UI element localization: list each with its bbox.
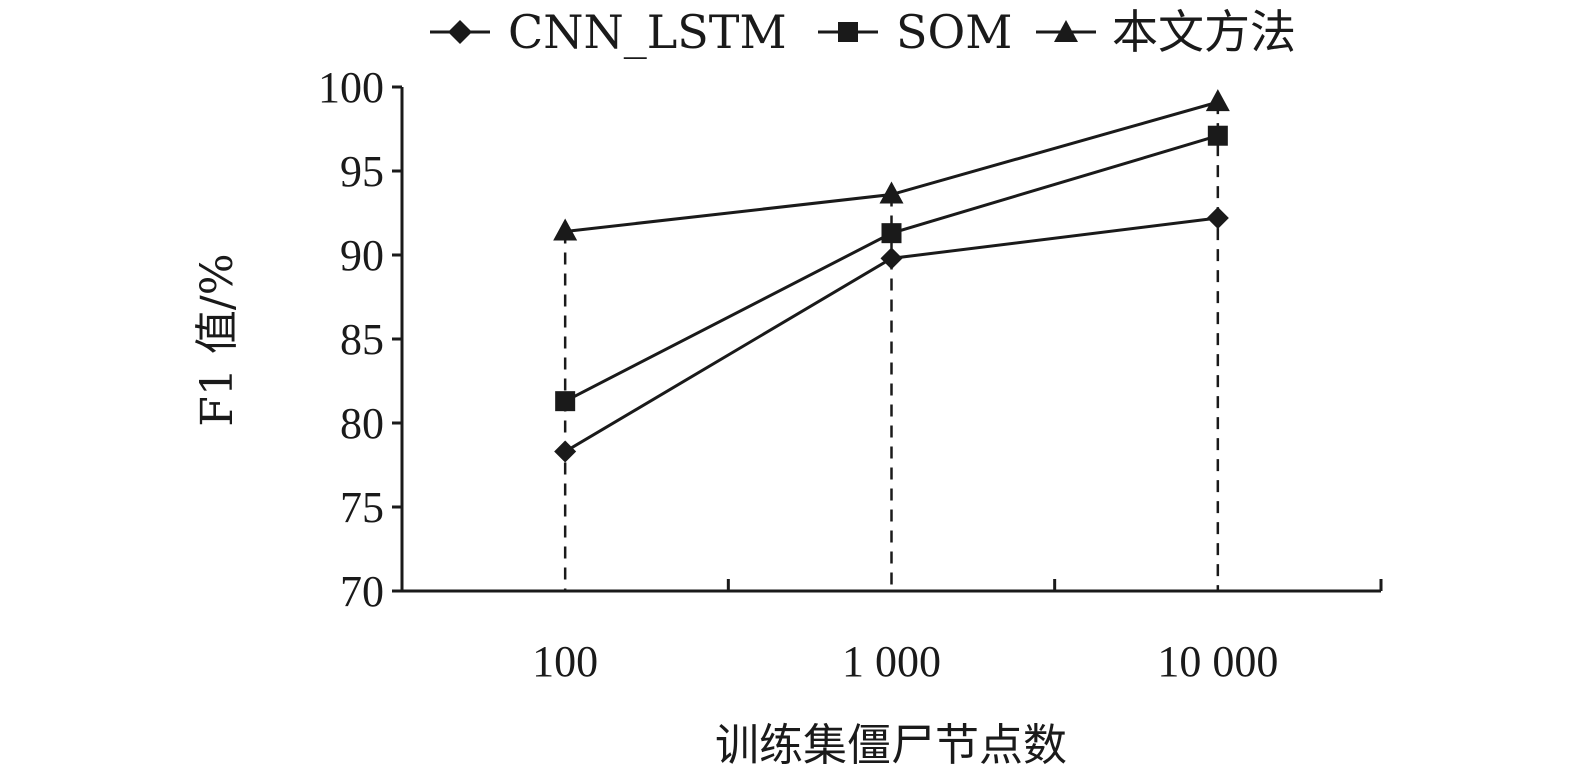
triangle-marker-icon bbox=[1054, 20, 1078, 42]
data-point-diamond bbox=[880, 247, 903, 270]
series-layer bbox=[553, 89, 1230, 463]
y-tick-label: 95 bbox=[340, 147, 384, 196]
x-tick-label: 100 bbox=[532, 637, 598, 686]
y-axis-title: F1 值/% bbox=[192, 253, 243, 426]
series-line bbox=[564, 100, 1219, 233]
legend-item-som: SOM bbox=[818, 5, 1012, 59]
data-point-diamond bbox=[554, 440, 577, 463]
data-point-square bbox=[1207, 125, 1228, 146]
x-axis-title: 训练集僵尸节点数 bbox=[715, 720, 1067, 771]
y-tick-label: 90 bbox=[340, 231, 384, 280]
series-diamond bbox=[554, 207, 1229, 463]
y-tick-label: 100 bbox=[318, 63, 384, 112]
x-tick-label: 1 000 bbox=[842, 637, 941, 686]
data-point-square bbox=[555, 391, 576, 412]
data-point-triangle bbox=[879, 181, 904, 204]
drop-lines bbox=[563, 102, 1220, 591]
legend-item-cnn-lstm: CNN_LSTM bbox=[430, 5, 787, 59]
data-point-triangle bbox=[553, 218, 578, 241]
legend-item-proposed-method: 本文方法 bbox=[1036, 5, 1296, 59]
data-point-diamond bbox=[1206, 207, 1229, 230]
y-tick-label: 85 bbox=[340, 315, 384, 364]
legend-label-som: SOM bbox=[896, 5, 1012, 59]
legend-label-proposed-method: 本文方法 bbox=[1112, 5, 1296, 59]
x-tick-label: 10 000 bbox=[1157, 637, 1278, 686]
data-point-triangle bbox=[1205, 89, 1230, 112]
legend-label-cnn-lstm: CNN_LSTM bbox=[508, 5, 787, 59]
legend: CNN_LSTM SOM 本文方法 bbox=[430, 5, 1296, 59]
series-square bbox=[555, 125, 1228, 412]
axes: 70 75 80 85 90 95 100 100 1 000 10 000 bbox=[318, 63, 1383, 686]
y-tick-label: 70 bbox=[340, 567, 384, 616]
y-tick-label: 75 bbox=[340, 483, 384, 532]
y-tick-label: 80 bbox=[340, 399, 384, 448]
square-marker-icon bbox=[838, 22, 858, 42]
series-triangle bbox=[553, 89, 1230, 241]
data-point-square bbox=[881, 223, 902, 244]
diamond-marker-icon bbox=[448, 20, 472, 44]
